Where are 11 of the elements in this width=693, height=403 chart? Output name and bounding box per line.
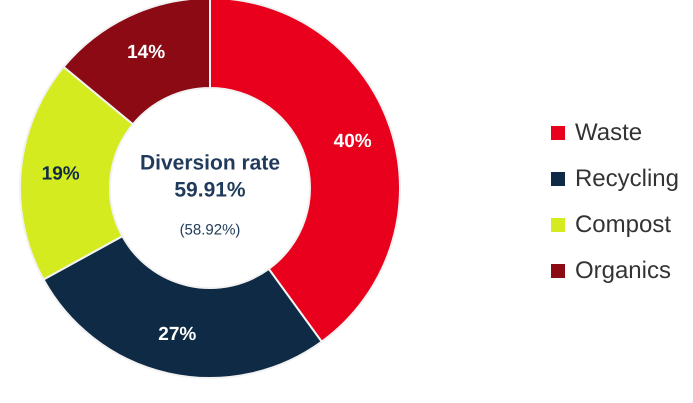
data-label: 27% — [158, 324, 196, 345]
text: (58.92%) — [180, 222, 240, 238]
legend-label: Compost — [574, 210, 672, 238]
data-label: 14% — [127, 42, 166, 63]
legend-label: Organics — [574, 256, 672, 284]
legend-label: Recycling — [574, 164, 679, 192]
text: 59.91% — [174, 178, 246, 202]
data-label: 40% — [334, 131, 372, 152]
text: Diversion rate — [140, 152, 280, 174]
legend-label: Waste — [574, 118, 644, 146]
data-label: 19% — [42, 163, 80, 184]
